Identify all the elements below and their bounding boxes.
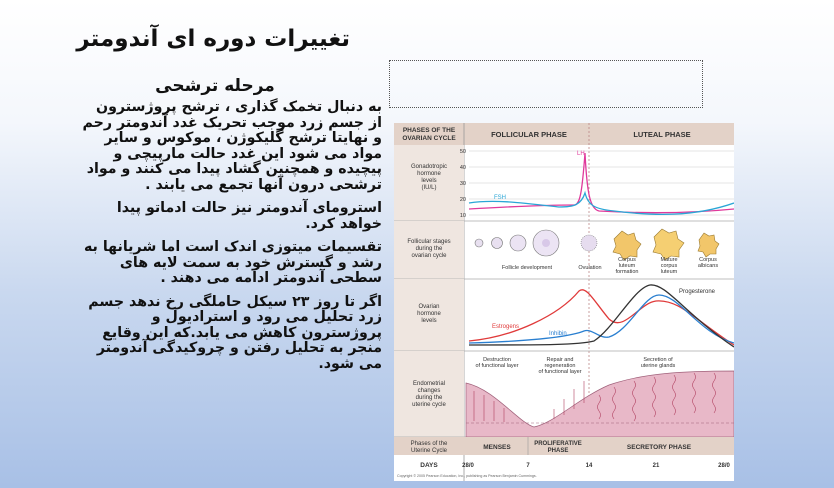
paragraph-3: تقسیمات میتوزی اندک است اما شریانها به ر… bbox=[83, 239, 382, 286]
follicle-development-label: Follicle development bbox=[502, 265, 553, 271]
y-tick-20: 20 bbox=[460, 197, 466, 203]
corpus-albicans-2: albicans bbox=[698, 263, 718, 269]
secretion-label-2: uterine glands bbox=[641, 363, 676, 369]
gonadotropic-label-4: (IU/L) bbox=[422, 185, 437, 191]
ovarian-hormone-label-3: levels bbox=[421, 318, 436, 324]
menstrual-cycle-figure: PHASES OF THE OVARIAN CYCLE FOLLICULAR P… bbox=[394, 123, 734, 481]
gonadotropic-label-1: Gonadotropic bbox=[411, 164, 447, 170]
ovarian-hormone-label-2: hormone bbox=[417, 311, 441, 317]
uterine-phases-label-1: Phases of the bbox=[411, 441, 448, 447]
day-14: 14 bbox=[586, 463, 593, 469]
corpus-luteum-formation-3: formation bbox=[616, 269, 639, 275]
uterine-glands bbox=[473, 372, 716, 422]
endometrial-label-1: Endometrial bbox=[413, 381, 445, 387]
progesterone-curve bbox=[468, 284, 734, 348]
slide-subtitle: مرحله ترشحی bbox=[155, 76, 275, 96]
lh-curve bbox=[468, 152, 734, 214]
secretory-label: SECRETORY PHASE bbox=[627, 444, 692, 451]
day-0: 28/0 bbox=[462, 463, 474, 469]
phases-header-line1: PHASES OF THE bbox=[403, 127, 456, 134]
gonadotropic-label-3: levels bbox=[421, 178, 436, 184]
menses-label: MENSES bbox=[483, 444, 511, 451]
y-tick-10: 10 bbox=[460, 213, 466, 219]
repair-label-3: of functional layer bbox=[538, 369, 581, 375]
estrogens-curve bbox=[468, 289, 734, 346]
copyright-text: Copyright © 2005 Pearson Education, Inc.… bbox=[397, 474, 537, 478]
destruction-label-2: of functional layer bbox=[475, 363, 518, 369]
inhibin-curve bbox=[468, 294, 734, 344]
ovulation-label: Ovulation bbox=[578, 265, 601, 271]
endometrium-tissue bbox=[465, 370, 734, 438]
destruction-label-1: Destruction bbox=[483, 357, 511, 363]
day-28: 28/0 bbox=[718, 463, 730, 469]
fsh-curve bbox=[468, 190, 734, 216]
header-band bbox=[394, 123, 734, 145]
slide-body: به دنبال تخمک گذاری ، ترشح پروژسترون از … bbox=[82, 99, 382, 380]
empty-placeholder-box[interactable] bbox=[389, 60, 703, 108]
endometrial-label-4: uterine cycle bbox=[412, 402, 446, 408]
ovarian-hormone-label-1: Ovarian bbox=[418, 304, 439, 310]
y-tick-40: 40 bbox=[460, 165, 466, 171]
luteal-phase-label: LUTEAL PHASE bbox=[633, 130, 690, 139]
y-tick-30: 30 bbox=[460, 181, 466, 187]
corpus-luteum-formation-2: luteum bbox=[619, 263, 636, 269]
estrogens-label: Estrogens bbox=[492, 324, 519, 330]
corpus-albicans-1: Corpus bbox=[699, 257, 717, 263]
inhibin-label: Inhibin bbox=[549, 331, 567, 337]
slide-title: تغییرات دوره ای آندومتر bbox=[76, 26, 350, 52]
paragraph-4: اگر تا روز ۲۳ سیکل حاملگی رخ ندهد جسم زر… bbox=[88, 293, 382, 372]
cycle-diagram: PHASES OF THE OVARIAN CYCLE FOLLICULAR P… bbox=[394, 123, 734, 481]
repair-label-2: regeneration bbox=[545, 363, 576, 369]
y-tick-50: 50 bbox=[460, 149, 466, 155]
follicular-stages-label-2: during the bbox=[416, 246, 443, 252]
fsh-label: FSH bbox=[494, 195, 506, 201]
uterine-phases-label-2: Uterine Cycle bbox=[411, 448, 448, 454]
days-label: DAYS bbox=[420, 462, 438, 469]
progesterone-label: Progesterone bbox=[679, 289, 716, 295]
secretion-label-1: Secretion of bbox=[643, 357, 673, 363]
follicular-phase-label: FOLLICULAR PHASE bbox=[491, 130, 567, 139]
paragraph-1: به دنبال تخمک گذاری ، ترشح پروژسترون از … bbox=[82, 99, 382, 193]
proliferative-label-1: PROLIFERATIVE bbox=[534, 441, 582, 447]
mature-corpus-luteum-2: corpus bbox=[661, 263, 678, 269]
mature-corpus-luteum-3: luteum bbox=[661, 269, 678, 275]
follicular-stages-label-3: ovarian cycle bbox=[411, 253, 447, 259]
follicular-stages-label-1: Follicular stages bbox=[407, 239, 450, 245]
phases-header-line2: OVARIAN CYCLE bbox=[402, 135, 456, 142]
day-21: 21 bbox=[653, 463, 660, 469]
mature-corpus-luteum-1: Mature bbox=[660, 257, 677, 263]
day-7: 7 bbox=[526, 463, 530, 469]
gonadotropic-label-2: hormone bbox=[417, 171, 441, 177]
lh-label: LH bbox=[577, 151, 585, 157]
corpus-luteum-formation-1: Corpus bbox=[618, 257, 636, 263]
follicle-drawings bbox=[474, 228, 720, 261]
endometrial-label-3: during the bbox=[416, 395, 443, 401]
endometrial-label-2: changes bbox=[418, 388, 441, 394]
proliferative-label-2: PHASE bbox=[548, 448, 569, 454]
paragraph-2: استرومای آندومتر نیز حالت ادماتو پیدا خو… bbox=[116, 200, 382, 232]
repair-label-1: Repair and bbox=[547, 357, 574, 363]
